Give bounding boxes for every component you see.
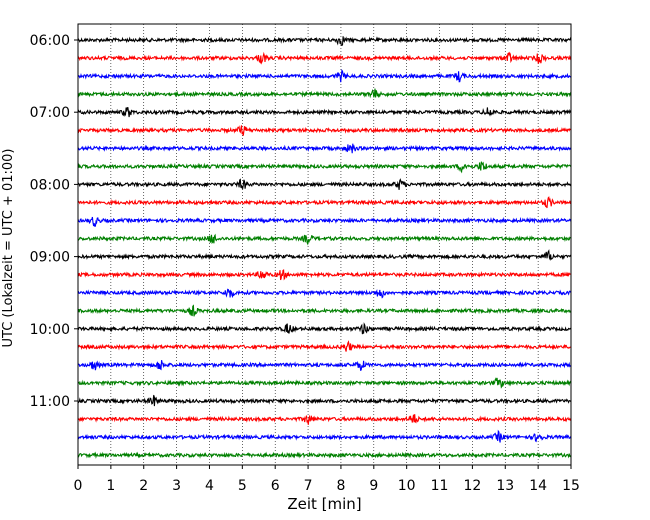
x-tick-label: 0	[74, 478, 83, 494]
trace-1045	[77, 377, 572, 389]
x-tick-label: 4	[205, 478, 214, 494]
trace-0830	[77, 216, 572, 227]
x-tick-label: 6	[271, 478, 280, 494]
trace-0930	[77, 288, 572, 299]
trace-1130	[77, 429, 572, 443]
x-tick-label: 15	[562, 478, 580, 494]
y-tick-label: 10:00	[30, 322, 70, 338]
y-tick-label: 07:00	[30, 105, 70, 121]
trace-0600	[77, 36, 572, 47]
seismic-traces	[77, 36, 572, 459]
x-tick-label: 2	[139, 478, 148, 494]
trace-0845	[77, 233, 572, 246]
trace-1145	[77, 451, 572, 459]
trace-0745	[77, 161, 572, 174]
y-tick-label: 11:00	[30, 394, 70, 410]
y-axis-label: UTC (Lokalzeit = UTC + 01:00)	[1, 149, 16, 348]
x-tick-label: 1	[106, 478, 115, 494]
trace-0800	[77, 178, 572, 190]
y-axis-ticks: 06:00 07:00 08:00 09:00 10:00 11:00	[30, 33, 78, 410]
x-tick-label: 13	[496, 478, 514, 494]
y-tick-label: 08:00	[30, 177, 70, 193]
x-tick-label: 5	[238, 478, 247, 494]
x-tick-label: 3	[172, 478, 181, 494]
x-axis-label: Zeit [min]	[287, 495, 361, 513]
trace-0900	[77, 249, 572, 261]
x-tick-label: 12	[463, 478, 481, 494]
x-tick-label: 8	[336, 478, 345, 494]
trace-0730	[77, 143, 572, 154]
y-tick-label: 06:00	[30, 33, 70, 49]
trace-1100	[77, 394, 572, 407]
trace-1030	[77, 359, 572, 371]
trace-1015	[77, 340, 572, 352]
x-tick-label: 10	[398, 478, 416, 494]
x-tick-label: 7	[304, 478, 313, 494]
trace-0945	[78, 304, 572, 317]
plot-frame	[77, 23, 572, 466]
trace-0715	[77, 125, 572, 136]
y-tick-label: 09:00	[30, 250, 70, 266]
trace-0615	[77, 51, 572, 65]
trace-0815	[77, 196, 572, 209]
x-axis-ticks: 0 1 2 3 4 5 6 7 8 9 10 11 12 13 14 15	[74, 465, 580, 494]
trace-1115	[77, 414, 572, 425]
trace-1000	[77, 322, 572, 335]
trace-0700	[77, 107, 572, 118]
x-tick-label: 9	[369, 478, 378, 494]
x-tick-label: 14	[529, 478, 547, 494]
trace-0915	[77, 269, 572, 281]
trace-0630	[77, 68, 572, 83]
trace-0645	[77, 88, 572, 99]
x-tick-label: 11	[431, 478, 449, 494]
